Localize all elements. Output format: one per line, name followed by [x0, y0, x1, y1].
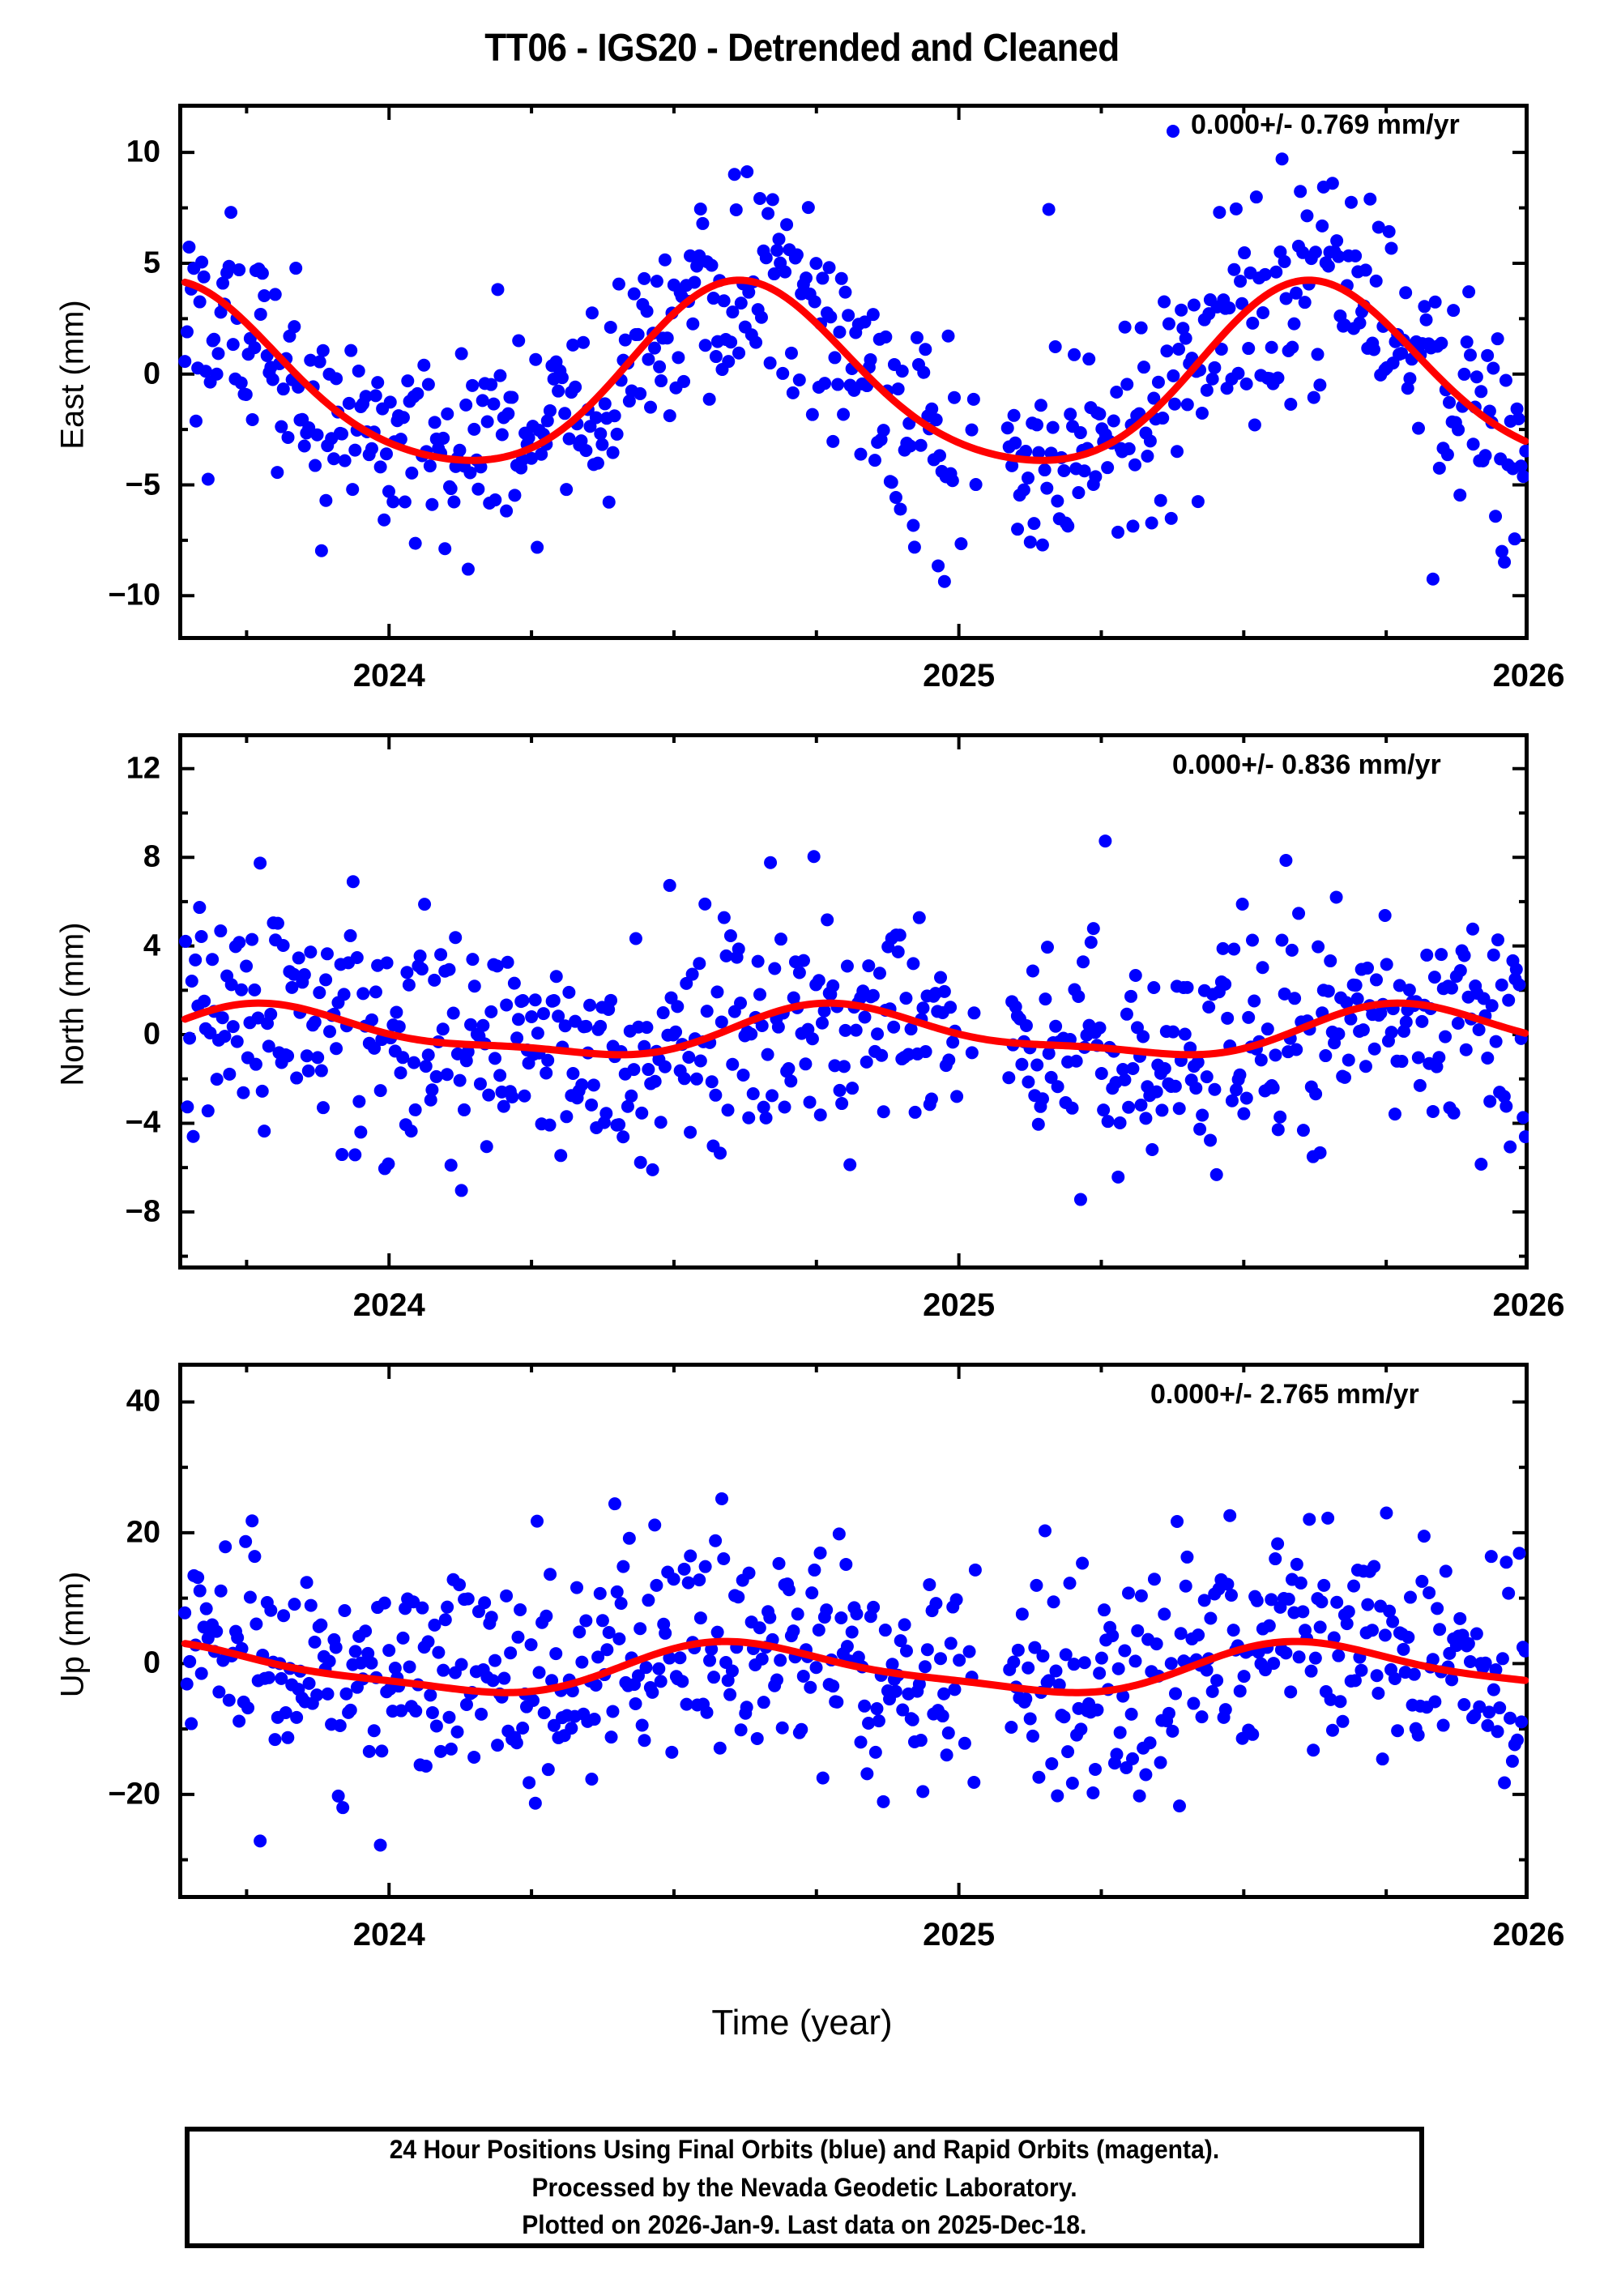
up-ytick-label: 0 — [143, 1645, 160, 1680]
panel-up-plot-area — [178, 1363, 1529, 1899]
east-xtick-label: 2024 — [352, 658, 425, 693]
panel-north-ylabel: North (mm) — [54, 922, 91, 1086]
east-ytick-label: −5 — [125, 467, 160, 501]
fit-curve — [181, 999, 1529, 1059]
north-xtick-label: 2025 — [923, 1287, 996, 1323]
up-ytick-label: 20 — [126, 1515, 160, 1550]
up-ytick-label: −20 — [108, 1777, 160, 1812]
panel-east-rate-marker — [1167, 125, 1180, 138]
north-ytick-label: 8 — [143, 839, 160, 874]
panel-north — [178, 733, 1529, 1270]
panel-north-rate-annotation: 0.000+/- 0.836 mm/yr — [1172, 749, 1441, 780]
north-ytick-label: 12 — [126, 751, 160, 786]
caption-line-2: Processed by the Nevada Geodetic Laborat… — [531, 2172, 1077, 2202]
figure-title: TT06 - IGS20 - Detrended and Cleaned — [484, 27, 1120, 70]
scatter-points — [178, 834, 1529, 1206]
up-ytick-label: 40 — [126, 1384, 160, 1419]
fit-curve — [181, 276, 1529, 464]
east-xtick-label: 2026 — [1492, 658, 1565, 693]
north-ytick-label: −4 — [125, 1105, 160, 1140]
north-ytick-label: 4 — [143, 928, 160, 963]
east-ytick-label: 5 — [143, 245, 160, 280]
east-ytick-label: −10 — [108, 578, 160, 612]
x-axis-label: Time (year) — [711, 2003, 893, 2042]
scatter-points — [178, 1492, 1529, 1852]
north-xtick-label: 2026 — [1492, 1287, 1565, 1323]
fit-curve — [181, 1637, 1529, 1696]
scatter-points — [178, 152, 1529, 588]
panel-up-rate-annotation: 0.000+/- 2.765 mm/yr — [1150, 1379, 1419, 1410]
up-xtick-label: 2025 — [923, 1917, 996, 1952]
panel-east — [178, 104, 1529, 640]
panel-north-plot-area — [178, 733, 1529, 1270]
caption-line-1: 24 Hour Positions Using Final Orbits (bl… — [389, 2135, 1220, 2165]
up-xtick-label: 2024 — [352, 1917, 425, 1952]
caption-box: 24 Hour Positions Using Final Orbits (bl… — [185, 2127, 1424, 2248]
panel-east-plot-area — [178, 104, 1529, 640]
panel-up — [178, 1363, 1529, 1899]
east-xtick-label: 2025 — [923, 658, 996, 693]
east-ytick-label: 10 — [126, 134, 160, 169]
north-xtick-label: 2024 — [352, 1287, 425, 1323]
north-ytick-label: −8 — [125, 1194, 160, 1229]
north-ytick-label: 0 — [143, 1017, 160, 1052]
caption-line-3: Plotted on 2026-Jan-9. Last data on 2025… — [522, 2210, 1087, 2240]
panel-east-rate-annotation: 0.000+/- 0.769 mm/yr — [1191, 109, 1460, 140]
east-ytick-label: 0 — [143, 356, 160, 391]
up-xtick-label: 2026 — [1492, 1917, 1565, 1952]
